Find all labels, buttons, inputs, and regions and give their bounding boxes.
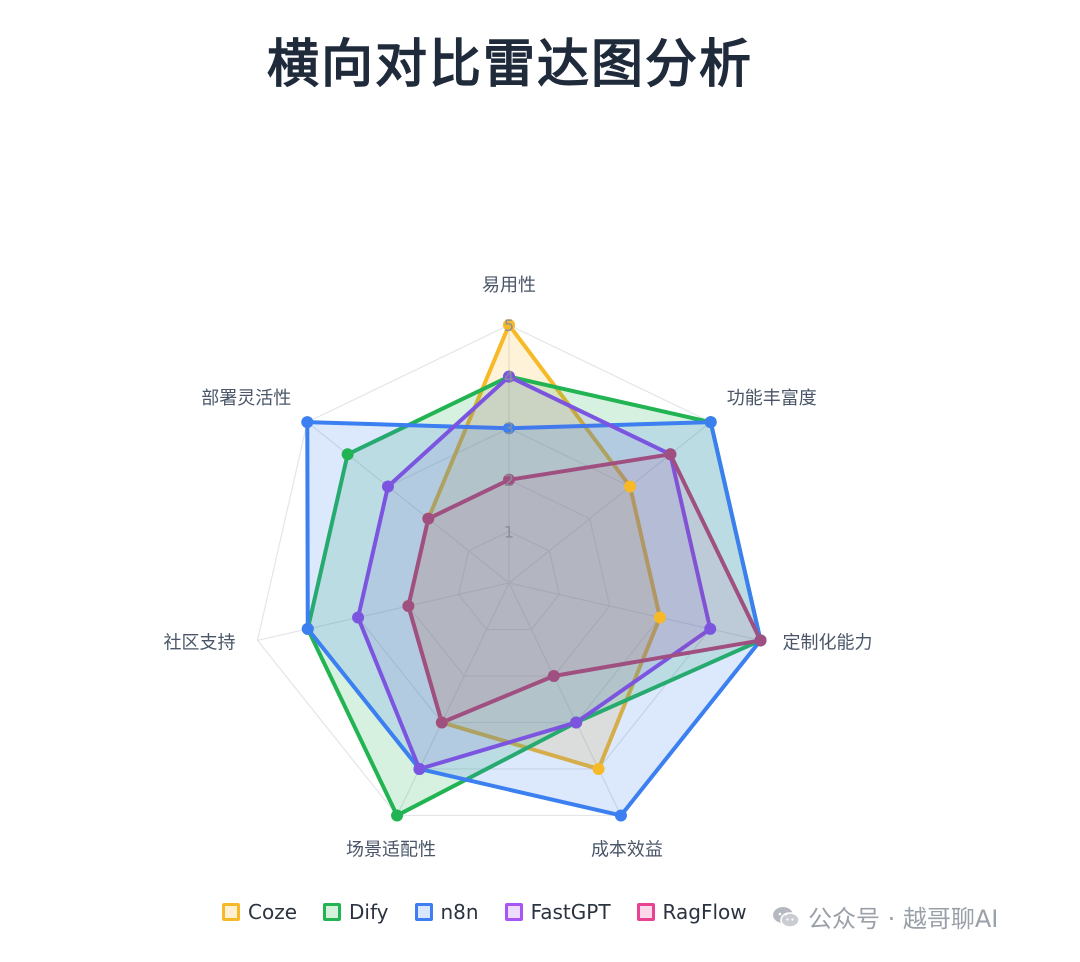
tick-label-5: 5: [504, 316, 514, 335]
point-n8n-6: [301, 416, 314, 429]
axis-label-1: 功能丰富度: [727, 388, 817, 409]
legend-item-fastgpt[interactable]: FastGPT: [504, 900, 611, 924]
grid-spoke-2: [508, 582, 761, 641]
series-fastgpt-area: [356, 374, 713, 771]
point-n8n-0: [503, 422, 515, 435]
point-fastgpt-0: [503, 370, 515, 383]
point-dify-4: [391, 809, 404, 822]
grid-spoke-1: [508, 421, 712, 584]
legend-swatch: [504, 903, 523, 921]
axis-label-4: 场景适配性: [346, 839, 436, 860]
legend-swatch: [414, 903, 433, 921]
tick-label-4: 4: [504, 368, 514, 387]
point-coze-0: [503, 319, 515, 331]
axis-label-2: 定制化能力: [783, 632, 873, 653]
legend-swatch: [323, 903, 342, 921]
point-coze-1: [624, 480, 637, 493]
grid-spoke-4: [396, 582, 510, 816]
point-n8n-1: [704, 416, 717, 429]
legend-swatch: [636, 903, 655, 921]
point-coze-2: [653, 611, 666, 624]
watermark: 公众号 · 越哥聊AI: [772, 899, 998, 934]
legend-label: n8n: [440, 900, 479, 924]
grid-spoke-3: [508, 582, 622, 816]
legend-swatch: [222, 903, 240, 921]
grid-ring-1: [458, 530, 560, 631]
point-ragflow-1: [664, 448, 677, 461]
point-ragflow-4: [435, 716, 448, 729]
series-ragflow-area: [406, 452, 763, 725]
point-n8n-3: [614, 809, 627, 822]
point-ragflow-5: [402, 599, 415, 612]
wechat-icon: [772, 905, 800, 929]
point-fastgpt-6: [381, 480, 394, 493]
point-fastgpt-5: [352, 611, 365, 624]
legend-item-n8n[interactable]: n8n: [414, 900, 479, 924]
legend-label: FastGPT: [530, 900, 611, 924]
axis-label-0: 易用性: [482, 275, 536, 296]
axis-label-5: 社区支持: [163, 632, 235, 653]
legend-label: Dify: [349, 900, 389, 924]
point-coze-3: [592, 762, 605, 775]
legend: Coze Dify n8n FastGPT RagFlow: [222, 900, 747, 924]
tick-label-3: 3: [504, 419, 514, 438]
series-n8n-area: [305, 420, 763, 818]
point-ragflow-0: [503, 473, 515, 486]
tick-label-2: 2: [504, 471, 514, 490]
point-fastgpt-4: [413, 762, 426, 775]
point-fastgpt-2: [704, 622, 717, 635]
watermark-text: 公众号 · 越哥聊AI: [808, 905, 999, 933]
grid-spoke-6: [306, 421, 510, 584]
point-n8n-5: [301, 622, 314, 635]
grid-spoke-5: [257, 582, 510, 641]
axis-label-6: 部署灵活性: [201, 388, 291, 409]
legend-label: RagFlow: [662, 900, 747, 924]
chart-title: 横向对比雷达图分析: [266, 34, 753, 95]
point-dify-6: [341, 448, 354, 461]
axis-label-3: 成本效益: [591, 839, 663, 860]
legend-label: Coze: [248, 900, 298, 924]
point-ragflow-3: [547, 669, 560, 682]
point-ragflow-6: [422, 512, 435, 525]
point-fastgpt-3: [570, 716, 583, 729]
legend-item-ragflow[interactable]: RagFlow: [636, 900, 747, 924]
point-ragflow-2: [754, 634, 767, 647]
legend-item-coze[interactable]: Coze: [222, 900, 297, 924]
tick-label-1: 1: [504, 522, 514, 541]
legend-item-dify[interactable]: Dify: [323, 900, 389, 924]
